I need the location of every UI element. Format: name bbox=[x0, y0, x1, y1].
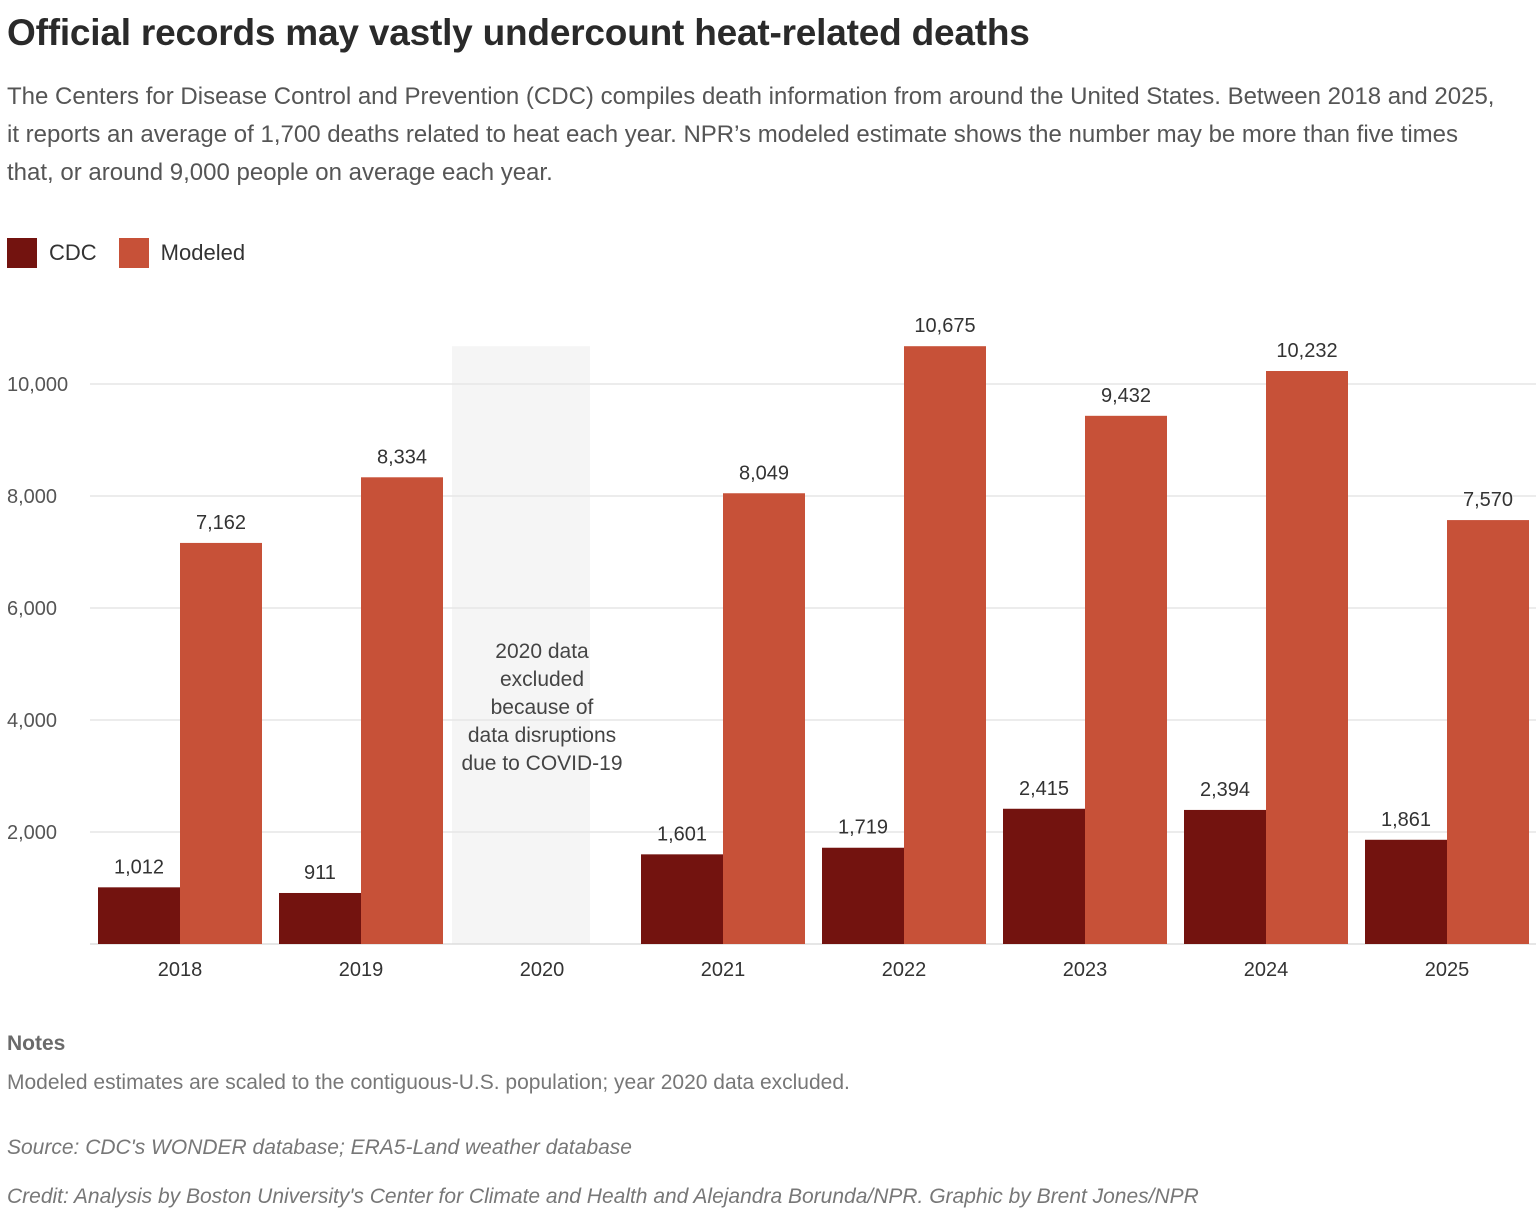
bar-modeled-2022 bbox=[904, 346, 986, 944]
legend-swatch-cdc bbox=[7, 238, 37, 268]
data-label-modeled-2024: 10,232 bbox=[1276, 340, 1337, 362]
x-tick-label-2020: 2020 bbox=[520, 959, 565, 981]
data-label-modeled-2025: 7,570 bbox=[1463, 489, 1513, 511]
x-tick-label-2019: 2019 bbox=[339, 959, 384, 981]
legend-item-cdc: CDC bbox=[7, 238, 97, 268]
excluded-shade bbox=[452, 346, 590, 944]
y-tick-label-4000: 4,000 bbox=[7, 710, 57, 732]
x-tick-label-2023: 2023 bbox=[1063, 959, 1108, 981]
bar-modeled-2025 bbox=[1447, 520, 1529, 944]
notes-title: Notes bbox=[7, 1032, 66, 1055]
source-line: Source: CDC's WONDER database; ERA5-Land… bbox=[7, 1136, 632, 1159]
bar-cdc-2025 bbox=[1365, 839, 1447, 944]
notes-text: Modeled estimates are scaled to the cont… bbox=[7, 1071, 850, 1094]
bar-cdc-2023 bbox=[1003, 808, 1085, 944]
chart-subtitle: The Centers for Disease Control and Prev… bbox=[7, 83, 1495, 186]
x-tick-label-2022: 2022 bbox=[882, 959, 927, 981]
data-label-modeled-2022: 10,675 bbox=[914, 315, 975, 337]
data-label-cdc-2021: 1,601 bbox=[657, 823, 707, 845]
data-label-modeled-2018: 7,162 bbox=[196, 512, 246, 534]
x-tick-label-2021: 2021 bbox=[701, 959, 746, 981]
bar-modeled-2023 bbox=[1085, 415, 1167, 944]
legend-item-modeled: Modeled bbox=[118, 238, 246, 268]
y-tick-label-6000: 6,000 bbox=[7, 598, 57, 620]
excluded-annotation-line-2: excluded bbox=[500, 668, 584, 691]
x-tick-label-2024: 2024 bbox=[1244, 959, 1289, 981]
bar-modeled-2024 bbox=[1266, 371, 1348, 944]
data-label-cdc-2019: 911 bbox=[304, 862, 336, 884]
bar-modeled-2018 bbox=[180, 542, 262, 944]
excluded-annotation-line-1: 2020 data bbox=[495, 640, 589, 663]
bar-modeled-2021 bbox=[723, 493, 805, 944]
data-label-cdc-2022: 1,719 bbox=[838, 817, 888, 839]
x-tick-label-2018: 2018 bbox=[158, 959, 203, 981]
legend-swatch-modeled bbox=[118, 238, 149, 268]
excluded-annotation-line-4: data disruptions bbox=[468, 724, 616, 747]
bar-cdc-2021 bbox=[641, 854, 723, 944]
y-tick-label-2000: 2,000 bbox=[7, 822, 57, 844]
bar-cdc-2024 bbox=[1184, 809, 1266, 944]
data-label-cdc-2018: 1,012 bbox=[114, 856, 164, 878]
bar-cdc-2019 bbox=[279, 892, 361, 944]
data-label-modeled-2023: 9,432 bbox=[1101, 385, 1151, 407]
bar-cdc-2022 bbox=[822, 847, 904, 944]
y-tick-label-8000: 8,000 bbox=[7, 486, 57, 508]
data-label-cdc-2025: 1,861 bbox=[1381, 809, 1431, 831]
data-label-modeled-2019: 8,334 bbox=[377, 446, 427, 468]
credit-line: Credit: Analysis by Boston University's … bbox=[7, 1185, 1199, 1208]
legend: CDC Modeled bbox=[7, 238, 267, 268]
y-tick-label-10000: 10,000 bbox=[7, 374, 68, 396]
x-tick-label-2025: 2025 bbox=[1425, 959, 1470, 981]
bar-chart: 2,000 4,000 6,000 8,000 10,000 1,012 7,162 2018… bbox=[7, 315, 1536, 981]
legend-label-cdc: CDC bbox=[49, 240, 97, 265]
excluded-annotation-line-3: because of bbox=[491, 696, 594, 719]
data-label-cdc-2023: 2,415 bbox=[1019, 778, 1069, 800]
data-label-cdc-2024: 2,394 bbox=[1200, 779, 1250, 801]
bar-cdc-2018 bbox=[98, 887, 180, 944]
legend-label-modeled: Modeled bbox=[160, 240, 246, 265]
chart-title: Official records may vastly undercount h… bbox=[7, 12, 1030, 53]
data-label-modeled-2021: 8,049 bbox=[739, 462, 789, 484]
excluded-annotation-line-5: due to COVID-19 bbox=[461, 752, 622, 775]
bar-modeled-2019 bbox=[361, 477, 443, 944]
